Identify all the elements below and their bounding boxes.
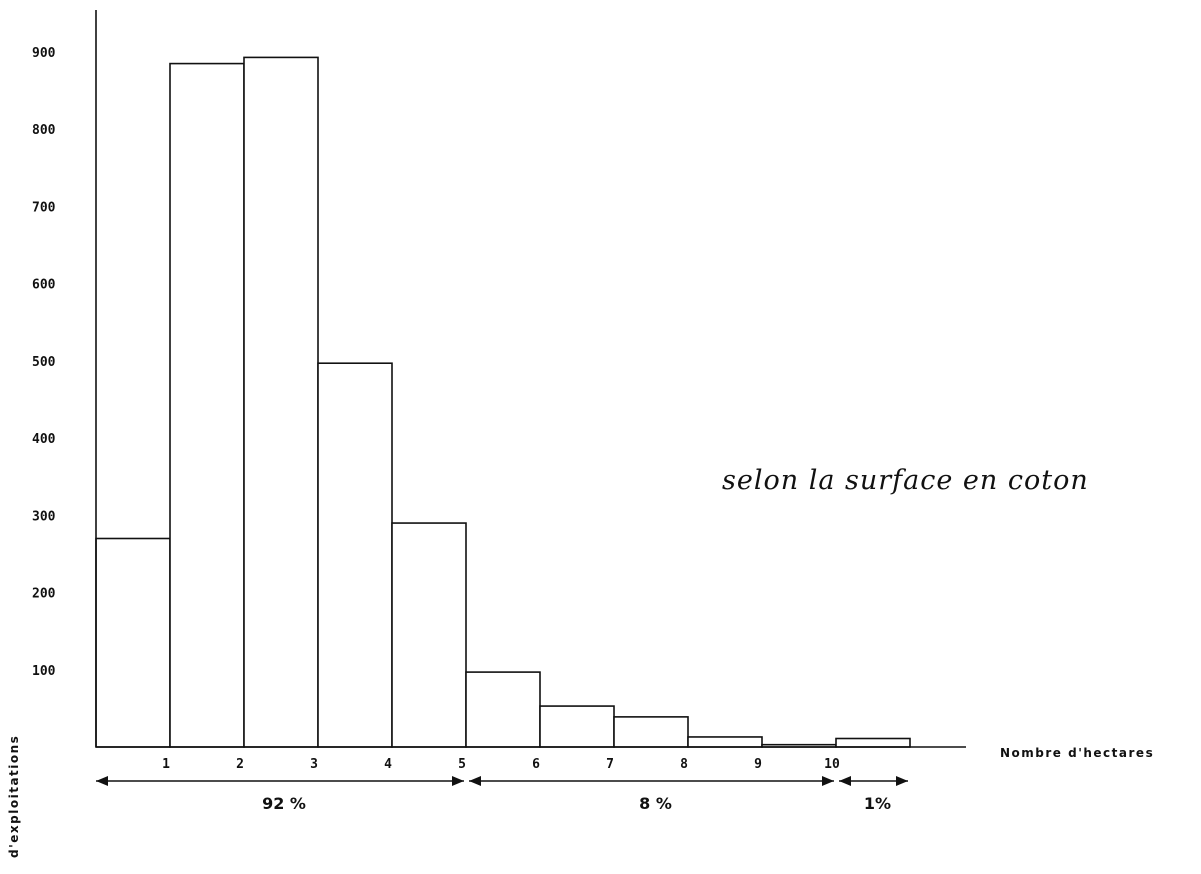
- x-tick-labels: 1 2 3 4 5 6 7 8 9 10: [162, 757, 840, 772]
- x-axis-title: Nombre d'hectares: [1000, 746, 1154, 760]
- y-tick-label: 200: [32, 587, 56, 602]
- bar-9: [687, 736, 763, 748]
- arrow-head-left: [469, 776, 481, 786]
- bar-6: [465, 671, 541, 748]
- bar-2: [169, 62, 245, 748]
- arrow-head-left: [96, 776, 108, 786]
- x-tick-label: 9: [754, 757, 762, 772]
- bars-layer: [95, 56, 911, 748]
- y-tick-label: 600: [32, 278, 56, 293]
- axes-layer: [95, 10, 966, 748]
- y-tick-label: 300: [32, 509, 56, 524]
- x-tick-label: 8: [680, 757, 688, 772]
- arrow-head-right: [896, 776, 908, 786]
- arrow-head-right: [452, 776, 464, 786]
- chart-annotation: selon la surface en coton: [722, 465, 1089, 496]
- x-tick-label: 6: [532, 757, 540, 772]
- x-tick-label: 3: [310, 757, 318, 772]
- y-tick-label: 900: [32, 46, 56, 61]
- y-tick-label: 500: [32, 355, 56, 370]
- x-tick-label: 2: [236, 757, 244, 772]
- bar-4: [317, 362, 393, 748]
- x-tick-label: 4: [384, 757, 392, 772]
- y-tick-labels: 100 200 300 400 500 600 700 800 900: [32, 46, 56, 679]
- bar-1: [95, 537, 171, 748]
- x-tick-label: 1: [162, 757, 170, 772]
- y-tick-label: 700: [32, 200, 56, 215]
- bar-7: [539, 705, 615, 748]
- arrow-head-right: [822, 776, 834, 786]
- bar-8: [613, 716, 689, 748]
- range-arrow-2: 8 %: [469, 776, 834, 813]
- range-label: 92 %: [262, 794, 306, 813]
- bar-11: [835, 737, 911, 748]
- range-label: 1%: [864, 794, 891, 813]
- x-tick-label: 5: [458, 757, 466, 772]
- percentage-ranges: 92 % 8 % 1%: [96, 776, 908, 813]
- range-label: 8 %: [639, 794, 672, 813]
- y-tick-label: 400: [32, 432, 56, 447]
- y-axis-title: d'exploitations: [7, 735, 21, 858]
- bar-5: [391, 522, 467, 748]
- range-arrow-1: 92 %: [96, 776, 464, 813]
- x-tick-label: 10: [824, 757, 840, 772]
- arrow-head-left: [839, 776, 851, 786]
- range-arrow-3: 1%: [839, 776, 908, 813]
- x-tick-label: 7: [606, 757, 614, 772]
- bar-3: [243, 56, 319, 748]
- y-tick-label: 100: [32, 664, 56, 679]
- y-tick-label: 800: [32, 123, 56, 138]
